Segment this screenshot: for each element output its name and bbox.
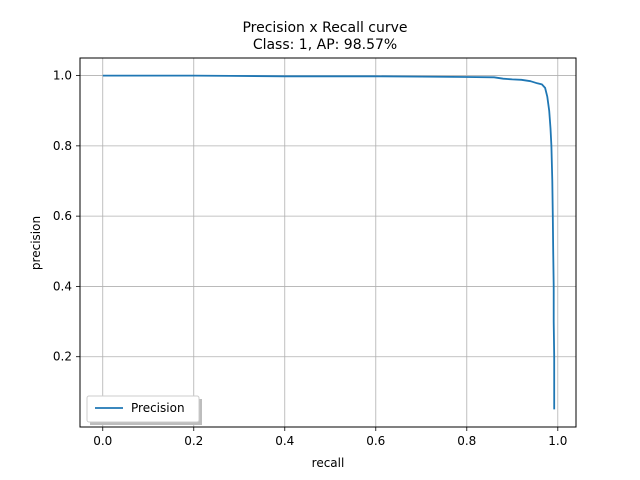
axis-ticks: 0.0 0.2 0.4 0.6 0.8 1.0 0.2 0.4 0.6 0.8 1.0 xyxy=(53,69,567,448)
x-tick-label: 0.6 xyxy=(366,434,385,448)
chart-title: Precision x Recall curve xyxy=(242,20,407,36)
x-tick-label: 0.4 xyxy=(275,434,294,448)
x-tick-label: 0.8 xyxy=(457,434,476,448)
chart-subtitle: Class: 1, AP: 98.57% xyxy=(253,37,397,53)
y-tick-label: 1.0 xyxy=(53,69,72,83)
series-line-precision xyxy=(102,74,556,410)
x-tick-label: 1.0 xyxy=(548,434,567,448)
grid-lines xyxy=(80,58,576,427)
y-tick-label: 0.2 xyxy=(53,350,72,364)
x-tick-label: 0.0 xyxy=(93,434,112,448)
x-axis-label: recall xyxy=(312,456,345,470)
series-layer xyxy=(102,74,556,410)
y-tick-label: 0.4 xyxy=(53,279,72,293)
legend-label: Precision xyxy=(131,401,185,415)
y-tick-label: 0.8 xyxy=(53,139,72,153)
x-tick-label: 0.2 xyxy=(184,434,203,448)
y-axis-label: precision xyxy=(29,216,43,270)
legend: Precision xyxy=(86,395,202,425)
legend-box xyxy=(86,395,200,423)
plot-frame xyxy=(79,57,577,428)
y-tick-label: 0.6 xyxy=(53,209,72,223)
